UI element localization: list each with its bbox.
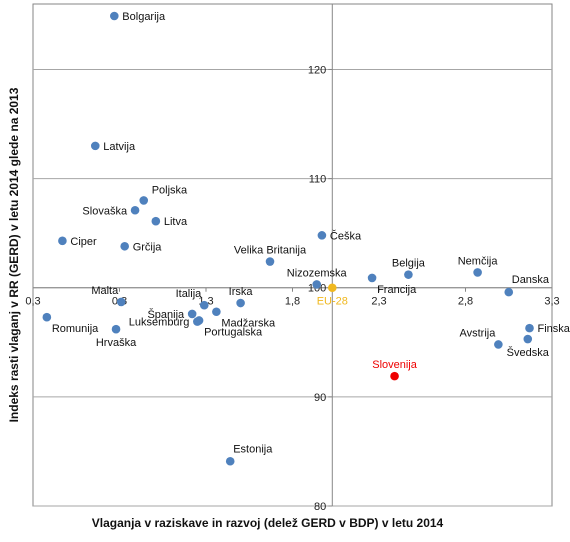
point-label-18: Španija — [147, 308, 185, 321]
point-label-5: Ciper — [70, 236, 97, 248]
point-8 — [317, 231, 327, 240]
point-7 — [265, 257, 275, 266]
point-label-15: Malta — [91, 285, 119, 297]
point-label-22: Luksemburg — [129, 317, 190, 329]
point-label-28: Estonija — [233, 443, 273, 455]
point-11 — [367, 273, 377, 283]
point-label-23: Hrvaška — [96, 337, 137, 349]
point-label-12: Nemčija — [458, 255, 499, 267]
point-18 — [187, 309, 197, 319]
point-13 — [504, 287, 514, 297]
point-label-25: Finska — [538, 323, 570, 335]
point-27 — [390, 371, 399, 381]
point-label-19: Madžarska — [221, 318, 276, 330]
point-label-7: Velika Britanija — [234, 245, 307, 257]
point-17 — [199, 300, 209, 310]
point-28 — [225, 456, 235, 466]
point-label-6: Grčija — [133, 241, 163, 253]
point-label-20: Portugalska — [204, 326, 263, 338]
point-6 — [120, 241, 129, 251]
point-16 — [236, 298, 245, 308]
point-1 — [90, 141, 100, 151]
point-15 — [116, 297, 126, 307]
point-12 — [473, 268, 482, 277]
point-21 — [42, 312, 52, 322]
point-label-8: Češka — [330, 229, 362, 242]
point-label-10: Belgija — [392, 258, 426, 270]
point-2 — [139, 196, 149, 205]
point-24 — [494, 340, 503, 349]
point-label-16: Irska — [229, 286, 254, 298]
x-tick-label-5: 2,8 — [458, 296, 473, 308]
y-axis-title: Indeks rasti vlaganj v RR (GERD) v letu … — [7, 87, 21, 422]
point-label-2: Poljska — [152, 184, 188, 196]
point-22 — [193, 317, 202, 326]
y-tick-label-4: 120 — [308, 64, 326, 76]
y-tick-label-3: 110 — [309, 174, 327, 186]
point-0 — [110, 11, 119, 21]
y-tick-label-0: 80 — [314, 501, 326, 513]
point-4 — [151, 216, 161, 226]
point-label-4: Litva — [164, 216, 188, 228]
point-label-11: Francija — [377, 284, 417, 296]
point-23 — [111, 324, 121, 334]
point-19 — [212, 307, 221, 317]
point-label-9: Nizozemska — [287, 267, 348, 279]
point-label-27: Slovenija — [372, 359, 418, 371]
point-3 — [130, 205, 140, 215]
point-label-1: Latvija — [103, 141, 136, 153]
x-tick-label-6: 3,3 — [544, 296, 559, 308]
point-26 — [523, 334, 533, 344]
point-label-14: EU-28 — [317, 296, 348, 308]
point-25 — [525, 323, 534, 333]
point-10 — [404, 270, 413, 279]
point-5 — [58, 236, 67, 246]
x-axis-title: Vlaganja v raziskave in razvoj (delež GE… — [92, 516, 444, 530]
y-tick-label-1: 90 — [314, 392, 326, 404]
point-label-3: Slovaška — [82, 205, 128, 217]
point-9 — [312, 280, 322, 289]
x-tick-label-0: 0,3 — [25, 296, 40, 308]
point-14 — [327, 283, 337, 293]
point-label-26: Švedska — [507, 346, 550, 359]
point-label-21: Romunija — [52, 323, 99, 335]
x-tick-label-3: 1,8 — [285, 296, 300, 308]
point-label-0: Bolgarija — [122, 11, 166, 23]
point-label-24: Avstrija — [459, 327, 496, 339]
point-label-17: Italija — [176, 288, 203, 300]
point-label-13: Danska — [512, 274, 550, 286]
x-tick-label-4: 2,3 — [371, 296, 386, 308]
